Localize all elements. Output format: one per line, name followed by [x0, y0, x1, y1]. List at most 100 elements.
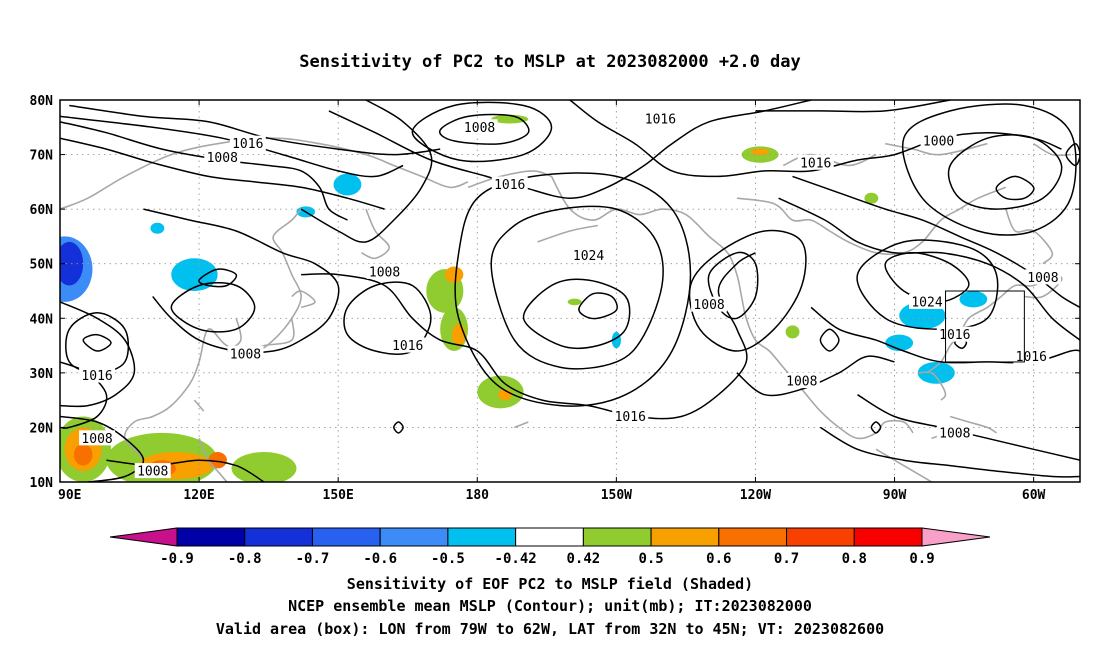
- contour-label-1: 1016: [232, 137, 263, 152]
- y-tick-label-1: 20N: [30, 421, 54, 436]
- isobar-18: [856, 239, 999, 330]
- contour-labels: 1008101610081016102410081016101610001008…: [79, 111, 1061, 480]
- isobar-22: [755, 100, 951, 113]
- shaded-region-22: [444, 266, 464, 283]
- colorbar-label-7: 0.5: [638, 551, 663, 567]
- isobar-19: [995, 175, 1035, 201]
- contour-label-bg-13: [389, 337, 426, 353]
- colorbar-label-1: -0.8: [228, 551, 262, 567]
- isobar-6: [328, 100, 812, 199]
- contour-label-9: 1008: [693, 298, 724, 313]
- contour-label-bg-15: [79, 367, 116, 383]
- y-tick-label-7: 80N: [30, 94, 54, 109]
- map-frame: [59, 99, 1081, 483]
- chart-title: Sensitivity of PC2 to MSLP at 2023082000…: [299, 52, 801, 72]
- isobar-16: [792, 175, 1080, 309]
- isobar-9: [578, 292, 618, 320]
- y-axis-ticks: 10N 20N 30N 40N 50N 60N 70N 80N: [30, 94, 1080, 491]
- coastline-17: [949, 415, 997, 434]
- coastline-1: [361, 208, 391, 260]
- isobar-24: [810, 306, 1080, 364]
- isobar-1: [60, 137, 385, 210]
- contour-label-bg-12: [1024, 269, 1061, 285]
- x-tick-label-4: 150W: [601, 488, 632, 503]
- colorbar-label-5: -0.42: [495, 551, 537, 567]
- caption-line-3: Valid area (box): LON from 79W to 62W, L…: [216, 620, 884, 638]
- contour-label-bg-19: [936, 424, 973, 440]
- colorbar-label-8: 0.6: [706, 551, 731, 567]
- colorbar-swatch-8: [718, 527, 788, 547]
- contour-label-8: 1000: [923, 134, 954, 149]
- shaded-region-16: [567, 298, 582, 306]
- coastline-6: [193, 399, 205, 412]
- isobar-4: [438, 113, 530, 145]
- isobar-8: [522, 278, 631, 350]
- coastline-10: [926, 273, 1063, 374]
- x-tick-label-6: 90W: [883, 488, 907, 503]
- isobar-0: [60, 121, 348, 221]
- isobar-27: [820, 426, 1080, 478]
- contour-label-20: 1008: [81, 432, 112, 447]
- x-tick-label-5: 120W: [740, 488, 771, 503]
- isobar-2: [60, 115, 404, 178]
- colorbar-swatch-4: [447, 527, 517, 547]
- colorbar-swatch-6: [582, 527, 652, 547]
- isobar-31: [143, 208, 340, 354]
- colorbar-label-4: -0.5: [431, 551, 465, 567]
- coastline-0: [60, 137, 469, 210]
- shaded-region-15: [491, 114, 529, 124]
- valid-area-rect: [945, 290, 1025, 363]
- isobar-5: [411, 101, 553, 163]
- contour-label-0: 1008: [464, 121, 495, 136]
- isobar-32: [170, 282, 256, 333]
- contour-label-13: 1016: [392, 339, 423, 354]
- caption-line-1: Sensitivity of EOF PC2 to MSLP field (Sh…: [347, 575, 753, 593]
- contour-label-21: 1008: [137, 465, 168, 480]
- isobar-14: [688, 229, 807, 352]
- colorbar-swatch-1: [244, 527, 313, 547]
- isobar-28: [819, 328, 840, 352]
- contour-label-bg-17: [783, 373, 820, 389]
- colorbar-label-2: -0.7: [296, 551, 330, 567]
- contour-label-12: 1008: [1027, 271, 1058, 286]
- isobar-10: [490, 205, 664, 370]
- contour-label-bg-20: [79, 430, 116, 446]
- contour-label-19: 1008: [939, 426, 970, 441]
- contour-label-11: 1016: [939, 328, 970, 343]
- shaded-region-4: [333, 173, 362, 196]
- colorbar-swatch-7: [650, 527, 720, 547]
- isobar-23: [1065, 142, 1080, 167]
- contour-label-15: 1016: [81, 369, 112, 384]
- contour-label-3: 1016: [494, 178, 525, 193]
- isobar-7: [569, 100, 1062, 178]
- isobar-41: [300, 100, 433, 243]
- contour-label-bg-21: [134, 463, 171, 479]
- colorbar-label-3: -0.6: [363, 551, 397, 567]
- coastline-8: [550, 176, 914, 440]
- contour-label-10: 1024: [911, 295, 942, 310]
- isobar-40: [393, 421, 404, 434]
- contour-label-5: 1008: [369, 265, 400, 280]
- contour-label-2: 1008: [207, 151, 238, 166]
- colorbar-swatch-9: [786, 527, 855, 547]
- isobar-36: [82, 333, 112, 352]
- colorbar: [109, 527, 991, 547]
- x-tick-label-1: 120E: [183, 488, 214, 503]
- mslp-contours: [60, 100, 1080, 482]
- isobar-17: [884, 252, 970, 303]
- colorbar-label-10: 0.8: [842, 551, 867, 567]
- contour-label-bg-4: [570, 247, 607, 263]
- contour-label-17: 1008: [786, 375, 817, 390]
- contour-label-bg-16: [1013, 348, 1050, 364]
- colorbar-under-triangle: [109, 527, 178, 547]
- colorbar-label-9: 0.7: [774, 551, 799, 567]
- coastline-18: [875, 448, 933, 482]
- y-tick-label-3: 40N: [30, 312, 54, 327]
- coastline-7: [198, 437, 228, 482]
- x-tick-label-2: 150E: [323, 488, 354, 503]
- contour-label-4: 1024: [573, 249, 604, 264]
- colorbar-swatch-2: [311, 527, 381, 547]
- valid-area-box: [945, 290, 1025, 363]
- contour-label-bg-5: [366, 263, 403, 279]
